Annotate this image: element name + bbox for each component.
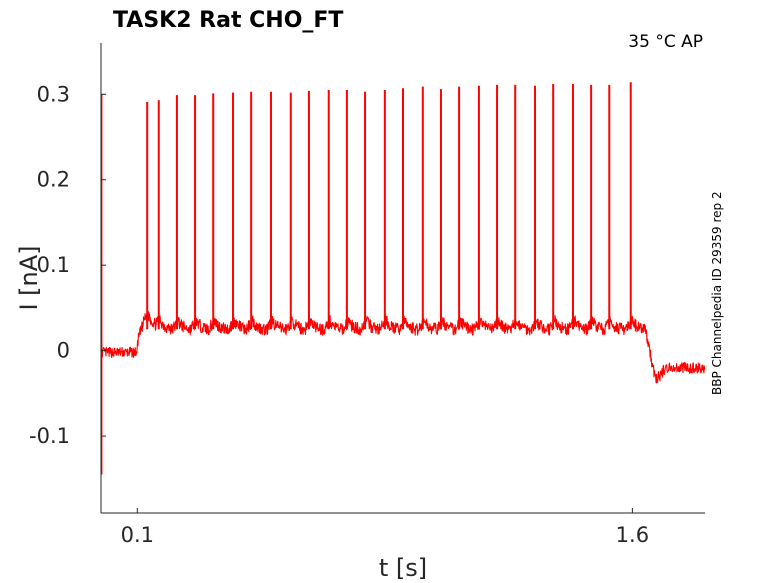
x-axis-label: t [s] bbox=[379, 554, 427, 582]
y-axis-label: I [nA] bbox=[15, 245, 43, 310]
source-label: BBP Channelpedia ID 29359 rep 2 bbox=[710, 191, 724, 395]
axis-ticks: 0.3 0.2 0.1 0 -0.1 0.1 1.6 bbox=[29, 82, 649, 547]
plot-area bbox=[100, 82, 706, 475]
temperature-annotation: 35 °C AP bbox=[628, 32, 703, 52]
y-tick-label: 0.3 bbox=[37, 82, 70, 106]
chart-title: TASK2 Rat CHO_FT bbox=[113, 8, 343, 33]
y-tick-label: -0.1 bbox=[29, 424, 70, 448]
x-tick-label: 1.6 bbox=[616, 523, 649, 547]
y-tick-label: 0.1 bbox=[37, 253, 70, 277]
y-tick-label: 0 bbox=[57, 339, 70, 363]
x-tick-label: 0.1 bbox=[121, 523, 154, 547]
y-tick-label: 0.2 bbox=[37, 168, 70, 192]
